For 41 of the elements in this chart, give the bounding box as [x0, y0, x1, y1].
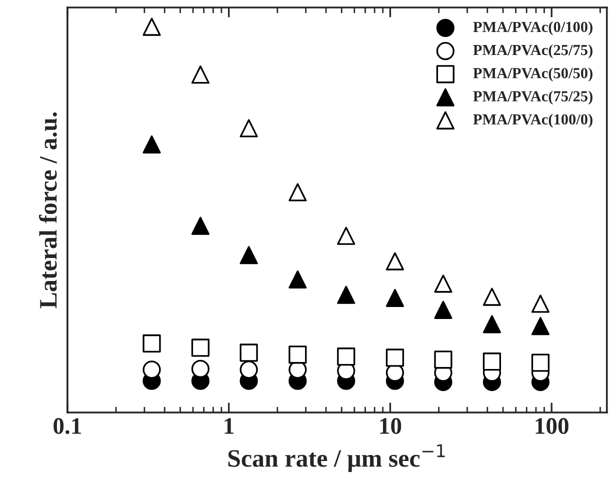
- point: [288, 346, 307, 364]
- point: [142, 360, 161, 379]
- point: [434, 274, 452, 293]
- legend-label: PMA/PVAc(75/25): [473, 90, 592, 105]
- legend-label: PMA/PVAc(0/100): [473, 21, 592, 36]
- point: [142, 334, 161, 353]
- point: [191, 360, 210, 378]
- point: [337, 226, 356, 245]
- point: [386, 252, 404, 270]
- point: [288, 270, 307, 288]
- legend-label: PMA/PVAc(50/50): [473, 68, 592, 82]
- x-tick-label: 0.1: [54, 418, 81, 434]
- point: [240, 246, 258, 264]
- x-axis-title: Scan rate / μm sec$^{−1}$: [228, 444, 445, 472]
- point: [531, 317, 550, 336]
- point: [386, 348, 404, 367]
- point: [482, 352, 502, 371]
- point: [337, 348, 356, 366]
- y-axis-title: Lateral force / a.u.: [38, 112, 57, 308]
- point: [337, 286, 356, 304]
- point: [288, 183, 307, 202]
- point: [240, 344, 258, 362]
- x-tick-label: 1: [224, 418, 234, 434]
- point: [386, 288, 404, 307]
- legend-label: PMA/PVAc(25/75): [473, 44, 592, 58]
- point: [142, 18, 161, 36]
- point: [531, 294, 550, 313]
- point: [191, 338, 210, 357]
- point: [240, 119, 258, 138]
- x-tick-label: 10: [380, 418, 402, 434]
- legend-label: PMA/PVAc(100/0): [473, 114, 592, 128]
- x-tick-label: 100: [536, 418, 568, 434]
- point: [240, 360, 258, 379]
- point: [191, 66, 210, 84]
- point: [482, 288, 502, 306]
- point: [482, 315, 502, 334]
- point: [531, 354, 550, 372]
- point: [191, 216, 210, 235]
- point: [142, 135, 161, 154]
- point: [434, 350, 452, 369]
- point: [434, 300, 452, 319]
